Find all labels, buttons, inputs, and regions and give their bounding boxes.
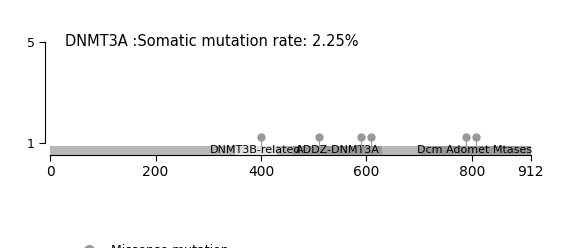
Bar bbox=[50, 146, 531, 155]
Text: ADDZ-DNMT3A: ADDZ-DNMT3A bbox=[296, 145, 379, 155]
Text: Dcm Adomet Mtases: Dcm Adomet Mtases bbox=[418, 145, 532, 155]
Bar bbox=[419, 146, 531, 155]
Text: DNMT3B-related: DNMT3B-related bbox=[210, 145, 301, 155]
Bar bbox=[235, 146, 277, 155]
Bar bbox=[293, 146, 382, 155]
Text: DNMT3A :Somatic mutation rate: 2.25%: DNMT3A :Somatic mutation rate: 2.25% bbox=[65, 34, 359, 49]
Legend: Missense mutation: Missense mutation bbox=[71, 239, 234, 248]
